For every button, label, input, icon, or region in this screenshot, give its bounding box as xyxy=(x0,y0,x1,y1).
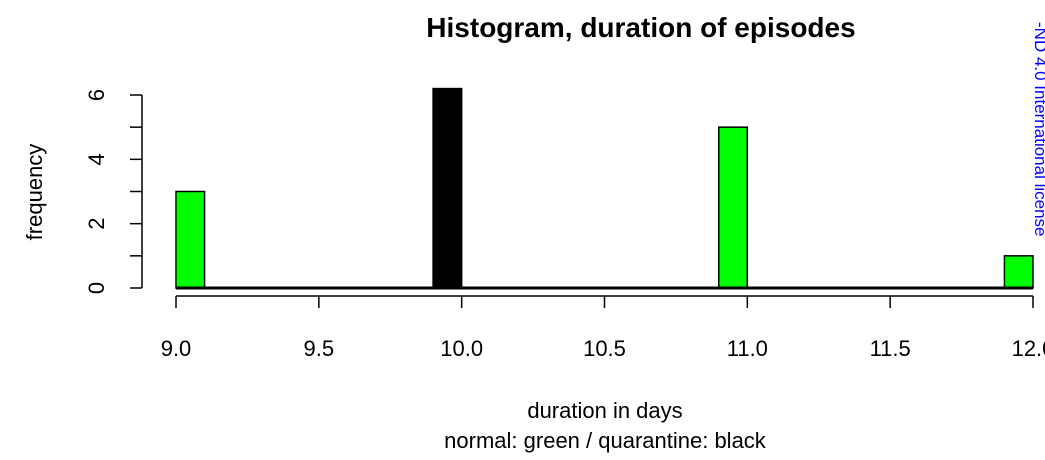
license-side-note: -ND 4.0 International license xyxy=(1031,22,1045,237)
x-axis-subtitle: normal: green / quarantine: black xyxy=(444,428,767,453)
chart-title: Histogram, duration of episodes xyxy=(426,12,855,43)
x-tick-label: 11.5 xyxy=(870,336,911,361)
x-tick-label: 11.0 xyxy=(727,336,768,361)
y-tick-label: 6 xyxy=(84,89,109,101)
bar-normal-10.9 xyxy=(718,126,749,289)
x-axis-label: duration in days xyxy=(527,398,682,423)
bar-normal-9 xyxy=(175,190,206,289)
x-tick-label: 9.0 xyxy=(161,336,192,361)
bars-group xyxy=(175,87,1034,289)
x-tick-label: 12.0 xyxy=(1012,336,1045,361)
y-axis-label: frequency xyxy=(22,144,47,241)
x-axis: 9.0 9.5 10.0 10.5 11.0 11.5 12.0 xyxy=(161,295,1045,361)
y-tick-label: 0 xyxy=(84,282,109,294)
x-tick-label: 10.5 xyxy=(583,336,626,361)
x-tick-label: 9.5 xyxy=(304,336,335,361)
bar-normal-11.9 xyxy=(1003,255,1034,289)
y-tick-label: 2 xyxy=(84,218,109,230)
bar-quarantine-9.9 xyxy=(432,87,463,289)
y-axis: 0 2 4 6 xyxy=(84,89,143,294)
x-tick-label: 10.0 xyxy=(440,336,483,361)
y-tick-label: 4 xyxy=(84,153,109,165)
